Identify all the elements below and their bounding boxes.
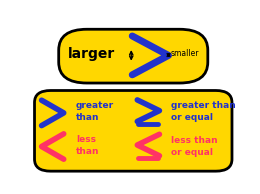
Text: greater than
or equal: greater than or equal [171,101,235,122]
Text: less than
or equal: less than or equal [171,136,217,157]
FancyBboxPatch shape [59,29,208,83]
Text: larger: larger [68,47,115,61]
Text: less
than: less than [76,135,99,156]
Text: greater
than: greater than [76,101,114,122]
Text: smaller: smaller [170,49,199,58]
FancyBboxPatch shape [35,90,232,171]
